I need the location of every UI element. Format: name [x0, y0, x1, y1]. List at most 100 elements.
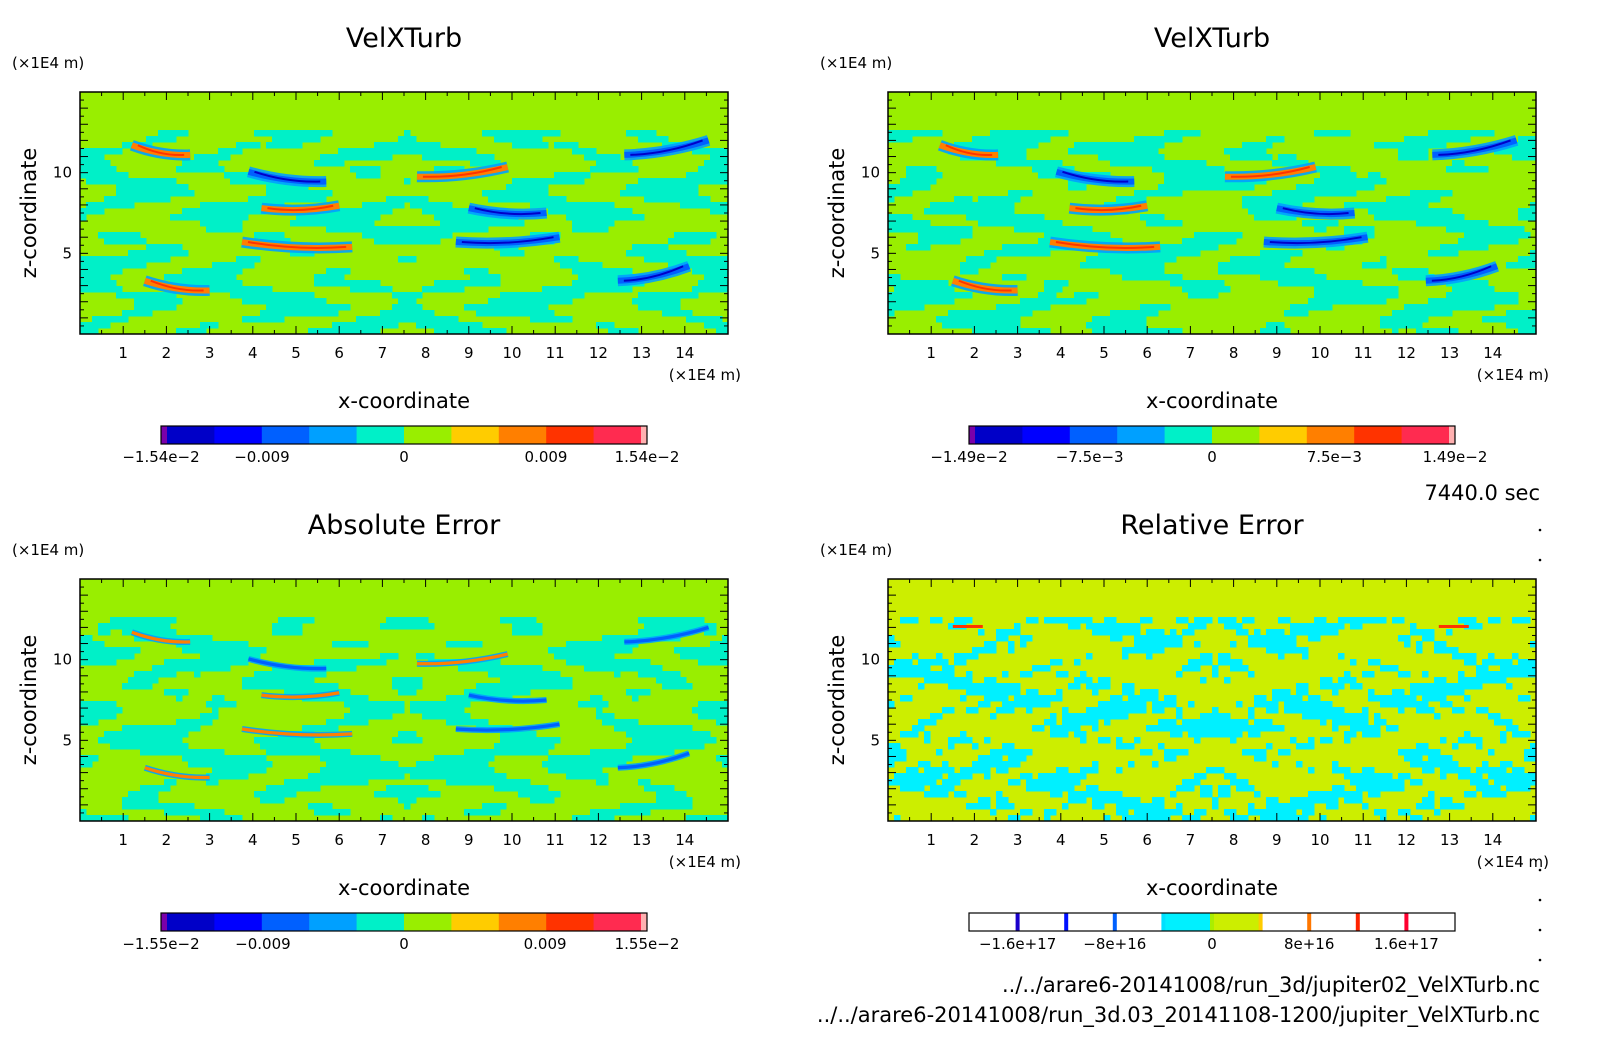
colorbar-boundary	[1258, 913, 1263, 931]
x-tick-label: 14	[675, 831, 694, 849]
x-tick-label: 9	[1272, 344, 1282, 362]
colorbar-segment	[309, 426, 358, 444]
x-tick-label: 12	[589, 344, 608, 362]
x-tick-label: 1	[118, 344, 128, 362]
time-label: 7440.0 sec	[1424, 481, 1540, 505]
x-unit-label: (×1E4 m)	[669, 853, 741, 871]
colorbar-segment	[498, 426, 547, 444]
colorbar-segment	[969, 426, 975, 444]
y-tick-label: 10	[53, 164, 72, 182]
colorbar-segment	[404, 426, 452, 444]
x-tick-label: 9	[464, 831, 474, 849]
colorbar-boundary	[1161, 913, 1166, 931]
colorbar-segment	[1164, 426, 1213, 444]
colorbar-segment	[451, 426, 500, 444]
y-unit-label: (×1E4 m)	[820, 541, 892, 559]
x-tick-label: 11	[546, 831, 565, 849]
colorbar-segment	[214, 913, 263, 931]
chart-panel-4: Relative Error(×1E4 m)1 2 3 4 5 6 7 8 9 10 11 12 13 1…	[820, 510, 1549, 953]
heatmap-field	[888, 579, 1536, 821]
x-tick-label: 10	[502, 344, 521, 362]
colorbar-tick-label: 1.49e−2	[1423, 448, 1488, 466]
heatmap-field	[80, 579, 728, 821]
colorbar-tick-label: 1.54e−2	[615, 448, 680, 466]
colorbar-boundary	[1064, 913, 1069, 931]
colorbar-segment	[546, 913, 595, 931]
y-tick-label: 5	[62, 244, 72, 262]
colorbar-segment	[969, 913, 1019, 931]
x-tick-label: 13	[632, 831, 651, 849]
colorbar-segment	[451, 913, 500, 931]
x-tick-label: 13	[1440, 344, 1459, 362]
colorbar-segment	[1022, 426, 1071, 444]
panel-title: VelXTurb	[346, 23, 462, 54]
colorbar-tick-label: 0	[399, 448, 409, 466]
colorbar-segment	[161, 426, 167, 444]
colorbar-tick-label: −0.009	[235, 935, 291, 953]
y-tick-label: 5	[62, 731, 72, 749]
x-tick-label: 2	[970, 831, 980, 849]
x-axis-label: x-coordinate	[338, 876, 470, 900]
y-unit-label: (×1E4 m)	[820, 54, 892, 72]
x-unit-label: (×1E4 m)	[1477, 366, 1549, 384]
x-tick-label: 2	[970, 344, 980, 362]
heatmap-field	[80, 92, 728, 334]
x-tick-label: 4	[248, 344, 258, 362]
colorbar-segment	[1114, 913, 1164, 931]
colorbar-segment	[1259, 426, 1308, 444]
x-tick-label: 9	[464, 344, 474, 362]
colorbar-tick-label: −1.49e−2	[930, 448, 1007, 466]
colorbar-segment	[356, 426, 405, 444]
colorbar: −1.6e+17 −8e+16 0 8e+16 1.6e+17	[968, 912, 1456, 953]
x-tick-label: 3	[205, 831, 215, 849]
x-tick-label: 11	[546, 344, 565, 362]
y-axis-label: z-coordinate	[825, 148, 849, 279]
colorbar: −1.49e−2 −7.5e−3 0 7.5e−3 1.49e−2	[930, 425, 1488, 466]
x-tick-label: 3	[1013, 344, 1023, 362]
x-tick-label: 14	[1483, 344, 1502, 362]
y-unit-label: (×1E4 m)	[12, 54, 84, 72]
colorbar-segment	[1306, 426, 1355, 444]
footer-file-1: ../../arare6-20141008/run_3d/jupiter02_V…	[1002, 973, 1540, 998]
chart-panel-2: VelXTurb(×1E4 m)1 2 3 4 5 6 7 8 9 10 11 12 13 14(×1E4…	[820, 23, 1549, 466]
x-tick-label: 13	[632, 344, 651, 362]
colorbar-tick-label: 1.55e−2	[615, 935, 680, 953]
x-tick-label: 3	[205, 344, 215, 362]
colorbar-boundary	[1210, 913, 1214, 931]
x-tick-label: 12	[1397, 344, 1416, 362]
x-tick-label: 1	[926, 831, 936, 849]
x-tick-label: 6	[334, 344, 344, 362]
x-axis-label: x-coordinate	[1146, 389, 1278, 413]
colorbar-tick-label: −0.009	[234, 448, 290, 466]
colorbar-segment	[975, 426, 1023, 444]
colorbar-tick-label: 0	[1207, 935, 1217, 953]
colorbar-boundary	[1307, 913, 1312, 931]
x-tick-label: 4	[248, 831, 258, 849]
y-tick-label: 5	[870, 244, 880, 262]
x-tick-label: 5	[1099, 831, 1109, 849]
x-tick-label: 8	[421, 831, 431, 849]
colorbar-tick-label: −1.6e+17	[979, 935, 1056, 953]
y-tick-label: 10	[861, 651, 880, 669]
colorbar-segment	[356, 913, 405, 931]
x-tick-label: 5	[291, 831, 301, 849]
colorbar-segment	[1449, 426, 1455, 444]
x-tick-label: 10	[502, 831, 521, 849]
x-tick-label: 11	[1354, 831, 1373, 849]
x-tick-label: 9	[1272, 831, 1282, 849]
x-tick-label: 1	[118, 831, 128, 849]
colorbar-boundary	[1015, 913, 1020, 931]
colorbar: −1.54e−2 −0.009 0 0.009 1.54e−2	[122, 425, 680, 466]
x-tick-label: 13	[1440, 831, 1459, 849]
colorbar-segment	[641, 426, 647, 444]
y-axis-label: z-coordinate	[17, 148, 41, 279]
x-tick-label: 6	[1142, 831, 1152, 849]
colorbar-boundary	[1404, 913, 1409, 931]
colorbar-segment	[404, 913, 452, 931]
colorbar-segment	[546, 426, 595, 444]
y-axis-label: z-coordinate	[17, 635, 41, 766]
colorbar-tick-label: 0	[399, 935, 409, 953]
chart-panel-1: VelXTurb(×1E4 m)1 2 3 4 5 6 7 8 9 10 11 12 13 14(×1E4…	[12, 23, 741, 466]
y-tick-label: 5	[870, 731, 880, 749]
